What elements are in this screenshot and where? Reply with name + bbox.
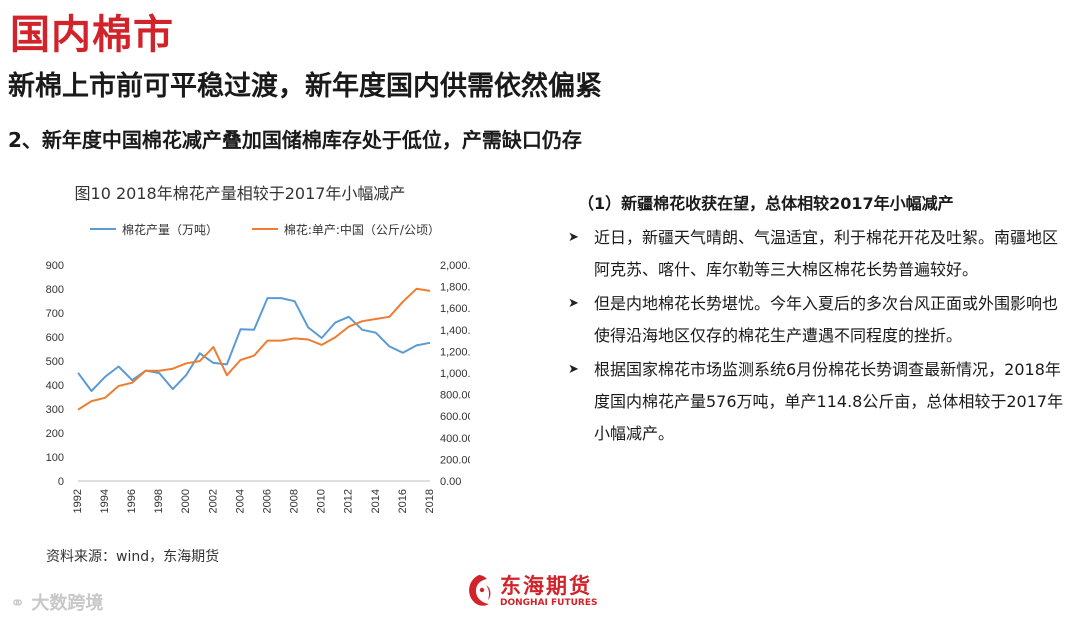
- y-left-tick-label: 200: [46, 428, 64, 440]
- x-tick-label: 2010: [316, 489, 328, 513]
- x-tick-label: 2008: [289, 489, 301, 513]
- y-left-tick-label: 500: [46, 356, 64, 368]
- legend-label-production: 棉花产量（万吨）: [122, 222, 219, 237]
- y-right-tick-label: 600.00: [440, 411, 470, 423]
- page-title: 国内棉市: [10, 12, 174, 58]
- y-right-tick-label: 1,200.00: [440, 346, 470, 358]
- logo-name-en: DONGHAI FUTURES: [500, 598, 598, 608]
- bullet-text: 近日，新疆天气晴朗、气温适宜，利于棉花开花及吐絮。南疆地区阿克苏、喀什、库尔勒等…: [594, 228, 1059, 279]
- x-tick-label: 2018: [424, 489, 436, 513]
- series-line-production: [77, 297, 431, 392]
- y-right-tick-label: 400.00: [440, 433, 470, 445]
- y-left-tick-label: 0: [58, 476, 64, 488]
- x-tick-label: 1996: [126, 489, 138, 513]
- x-tick-label: 2004: [234, 489, 246, 513]
- legend-item-yield: 棉花:单产:中国（公斤/公顷）: [251, 221, 440, 238]
- chart-legend: 棉花产量（万吨） 棉花:单产:中国（公斤/公顷）: [90, 219, 470, 238]
- y-right-tick-label: 1,000.00: [440, 368, 470, 380]
- source-note: 资料来源：wind，东海期货: [46, 549, 220, 565]
- x-tick-label: 2002: [207, 489, 219, 513]
- y-left-tick-label: 100: [46, 452, 64, 464]
- y-left-tick-label: 600: [46, 332, 64, 344]
- legend-swatch-production: [90, 228, 116, 230]
- page-subtitle: 新棉上市前可平稳过渡，新年度国内供需依然偏紧: [8, 71, 602, 102]
- y-left-tick-label: 800: [46, 284, 64, 296]
- legend-swatch-yield: [251, 228, 278, 230]
- y-left-tick-label: 900: [46, 260, 64, 272]
- x-tick-label: 2014: [370, 489, 382, 513]
- bullet-item: ➤ 但是内地棉花长势堪忧。今年入夏后的多次台风正面或外围影响也使得沿海地区仅存的…: [568, 288, 1068, 352]
- bullet-text: 但是内地棉花长势堪忧。今年入夏后的多次台风正面或外围影响也使得沿海地区仅存的棉花…: [594, 294, 1059, 345]
- watermark-text: 大数跨境: [31, 593, 104, 614]
- arrow-bullet-icon: ➤: [568, 230, 579, 245]
- chart-title: 图10 2018年棉花产量相较于2017年小幅减产: [74, 184, 406, 203]
- y-left-tick-label: 700: [46, 308, 64, 320]
- x-tick-label: 1998: [153, 489, 165, 513]
- legend-item-production: 棉花产量（万吨）: [90, 221, 218, 238]
- arrow-bullet-icon: ➤: [568, 362, 579, 377]
- y-left-tick-label: 300: [46, 404, 64, 416]
- section-heading: 2、新年度中国棉花减产叠加国储棉库存处于低位，产需缺口仍存: [8, 128, 582, 152]
- company-logo: 东海期货 DONGHAI FUTURES: [462, 572, 597, 612]
- logo-name-cn: 东海期货: [500, 574, 592, 598]
- x-tick-label: 2006: [261, 489, 273, 513]
- watermark: ⚭ 大数跨境: [10, 589, 103, 615]
- series-line-yield: [77, 287, 431, 411]
- bullet-item: ➤ 近日，新疆天气晴朗、气温适宜，利于棉花开花及吐絮。南疆地区阿克苏、喀什、库尔…: [568, 222, 1068, 286]
- cotton-chart: 0 100 200 300 400 500 600 700 800 900 0.00 200.00 40…: [46, 260, 470, 513]
- arrow-bullet-icon: ➤: [568, 296, 579, 311]
- y-right-tick-label: 1,400.00: [440, 325, 470, 337]
- legend-label-yield: 棉花:单产:中国（公斤/公顷）: [283, 222, 440, 237]
- y-left-tick-label: 400: [46, 380, 64, 392]
- y-right-tick-label: 2,000.00: [440, 260, 470, 272]
- y-right-tick-label: 200.00: [440, 454, 470, 466]
- bullet-text: 根据国家棉花市场监测系统6月份棉花长势调查最新情况，2018年度国内棉花产量57…: [594, 360, 1064, 443]
- x-tick-label: 1994: [99, 489, 111, 513]
- y-right-tick-label: 1,600.00: [440, 303, 470, 315]
- y-right-tick-label: 1,800.00: [440, 282, 470, 294]
- x-tick-label: 2000: [180, 489, 192, 513]
- watermark-icon: ⚭: [10, 593, 32, 614]
- bullet-item: ➤ 根据国家棉花市场监测系统6月份棉花长势调查最新情况，2018年度国内棉花产量…: [568, 354, 1068, 450]
- y-right-tick-label: 800.00: [440, 390, 470, 402]
- x-tick-label: 1992: [72, 489, 84, 513]
- right-panel-heading: （1）新疆棉花收获在望，总体相较2017年小幅减产: [578, 194, 954, 213]
- y-right-tick-label: 0.00: [440, 476, 461, 488]
- x-tick-label: 2016: [397, 489, 409, 513]
- donghai-logo-icon: [469, 575, 491, 606]
- x-tick-label: 2012: [343, 489, 355, 513]
- right-panel: （1）新疆棉花收获在望，总体相较2017年小幅减产 ➤ 近日，新疆天气晴朗、气温…: [568, 188, 1068, 452]
